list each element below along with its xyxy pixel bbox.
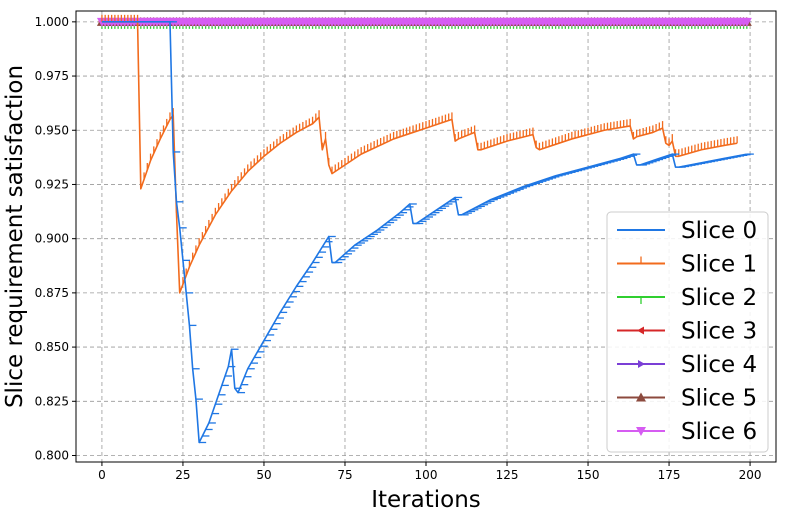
y-tick-label: 0.850 <box>35 340 69 354</box>
y-tick-label: 0.800 <box>35 448 69 462</box>
data-point <box>741 17 752 27</box>
legend-label: Slice 3 <box>681 319 757 345</box>
series-line <box>101 21 738 294</box>
legend-label: Slice 2 <box>681 285 757 311</box>
x-tick-label: 25 <box>175 468 190 482</box>
legend-marker <box>636 392 646 402</box>
y-tick-label: 0.950 <box>35 123 69 137</box>
legend-marker <box>638 360 645 368</box>
series-slice-1 <box>101 14 738 294</box>
legend-label: Slice 6 <box>681 419 757 445</box>
legend-item: Slice 6 <box>617 419 757 445</box>
legend-item: Slice 3 <box>617 319 757 345</box>
x-tick-label: 175 <box>658 468 681 482</box>
legend-label: Slice 4 <box>681 352 757 378</box>
x-axis-label: Iterations <box>371 487 481 513</box>
x-tick-label: 125 <box>496 468 519 482</box>
x-tick-label: 50 <box>256 468 271 482</box>
x-tick-label: 0 <box>98 468 106 482</box>
legend-marker <box>637 326 644 335</box>
x-tick-label: 150 <box>577 468 600 482</box>
series-slice-0 <box>101 21 754 444</box>
legend-label: Slice 0 <box>681 218 757 244</box>
series-line <box>101 21 747 444</box>
legend-label: Slice 1 <box>681 252 757 278</box>
y-tick-label: 1.000 <box>35 15 69 29</box>
y-tick-label: 0.975 <box>35 69 69 83</box>
y-axis-label: Slice requirement satisfaction <box>2 65 28 408</box>
legend-item: Slice 5 <box>617 386 757 412</box>
legend-item: Slice 2 <box>617 285 757 311</box>
y-tick-label: 0.825 <box>35 394 69 408</box>
series-slice-6 <box>96 17 752 27</box>
x-tick-label: 200 <box>739 468 762 482</box>
legend: Slice 0 Slice 1 Slice 2 Slice 3 Slice 4 Slice… <box>606 211 769 453</box>
legend-marker <box>636 427 646 436</box>
legend-item: Slice 0 <box>617 218 757 244</box>
legend-item: Slice 4 <box>617 352 757 378</box>
series-layer <box>96 14 754 444</box>
y-tick-label: 0.925 <box>35 177 69 191</box>
y-tick-label: 0.900 <box>35 232 69 246</box>
x-tick-label: 100 <box>415 468 438 482</box>
legend-label: Slice 5 <box>681 386 757 412</box>
axis-ticks: 0 25 50 75 100 125 150 175 200 0.800 0.825 0.850 0.8… <box>35 15 762 482</box>
y-tick-label: 0.875 <box>35 286 69 300</box>
x-tick-label: 75 <box>337 468 352 482</box>
legend-item: Slice 1 <box>617 252 757 278</box>
legend-box <box>606 211 769 453</box>
